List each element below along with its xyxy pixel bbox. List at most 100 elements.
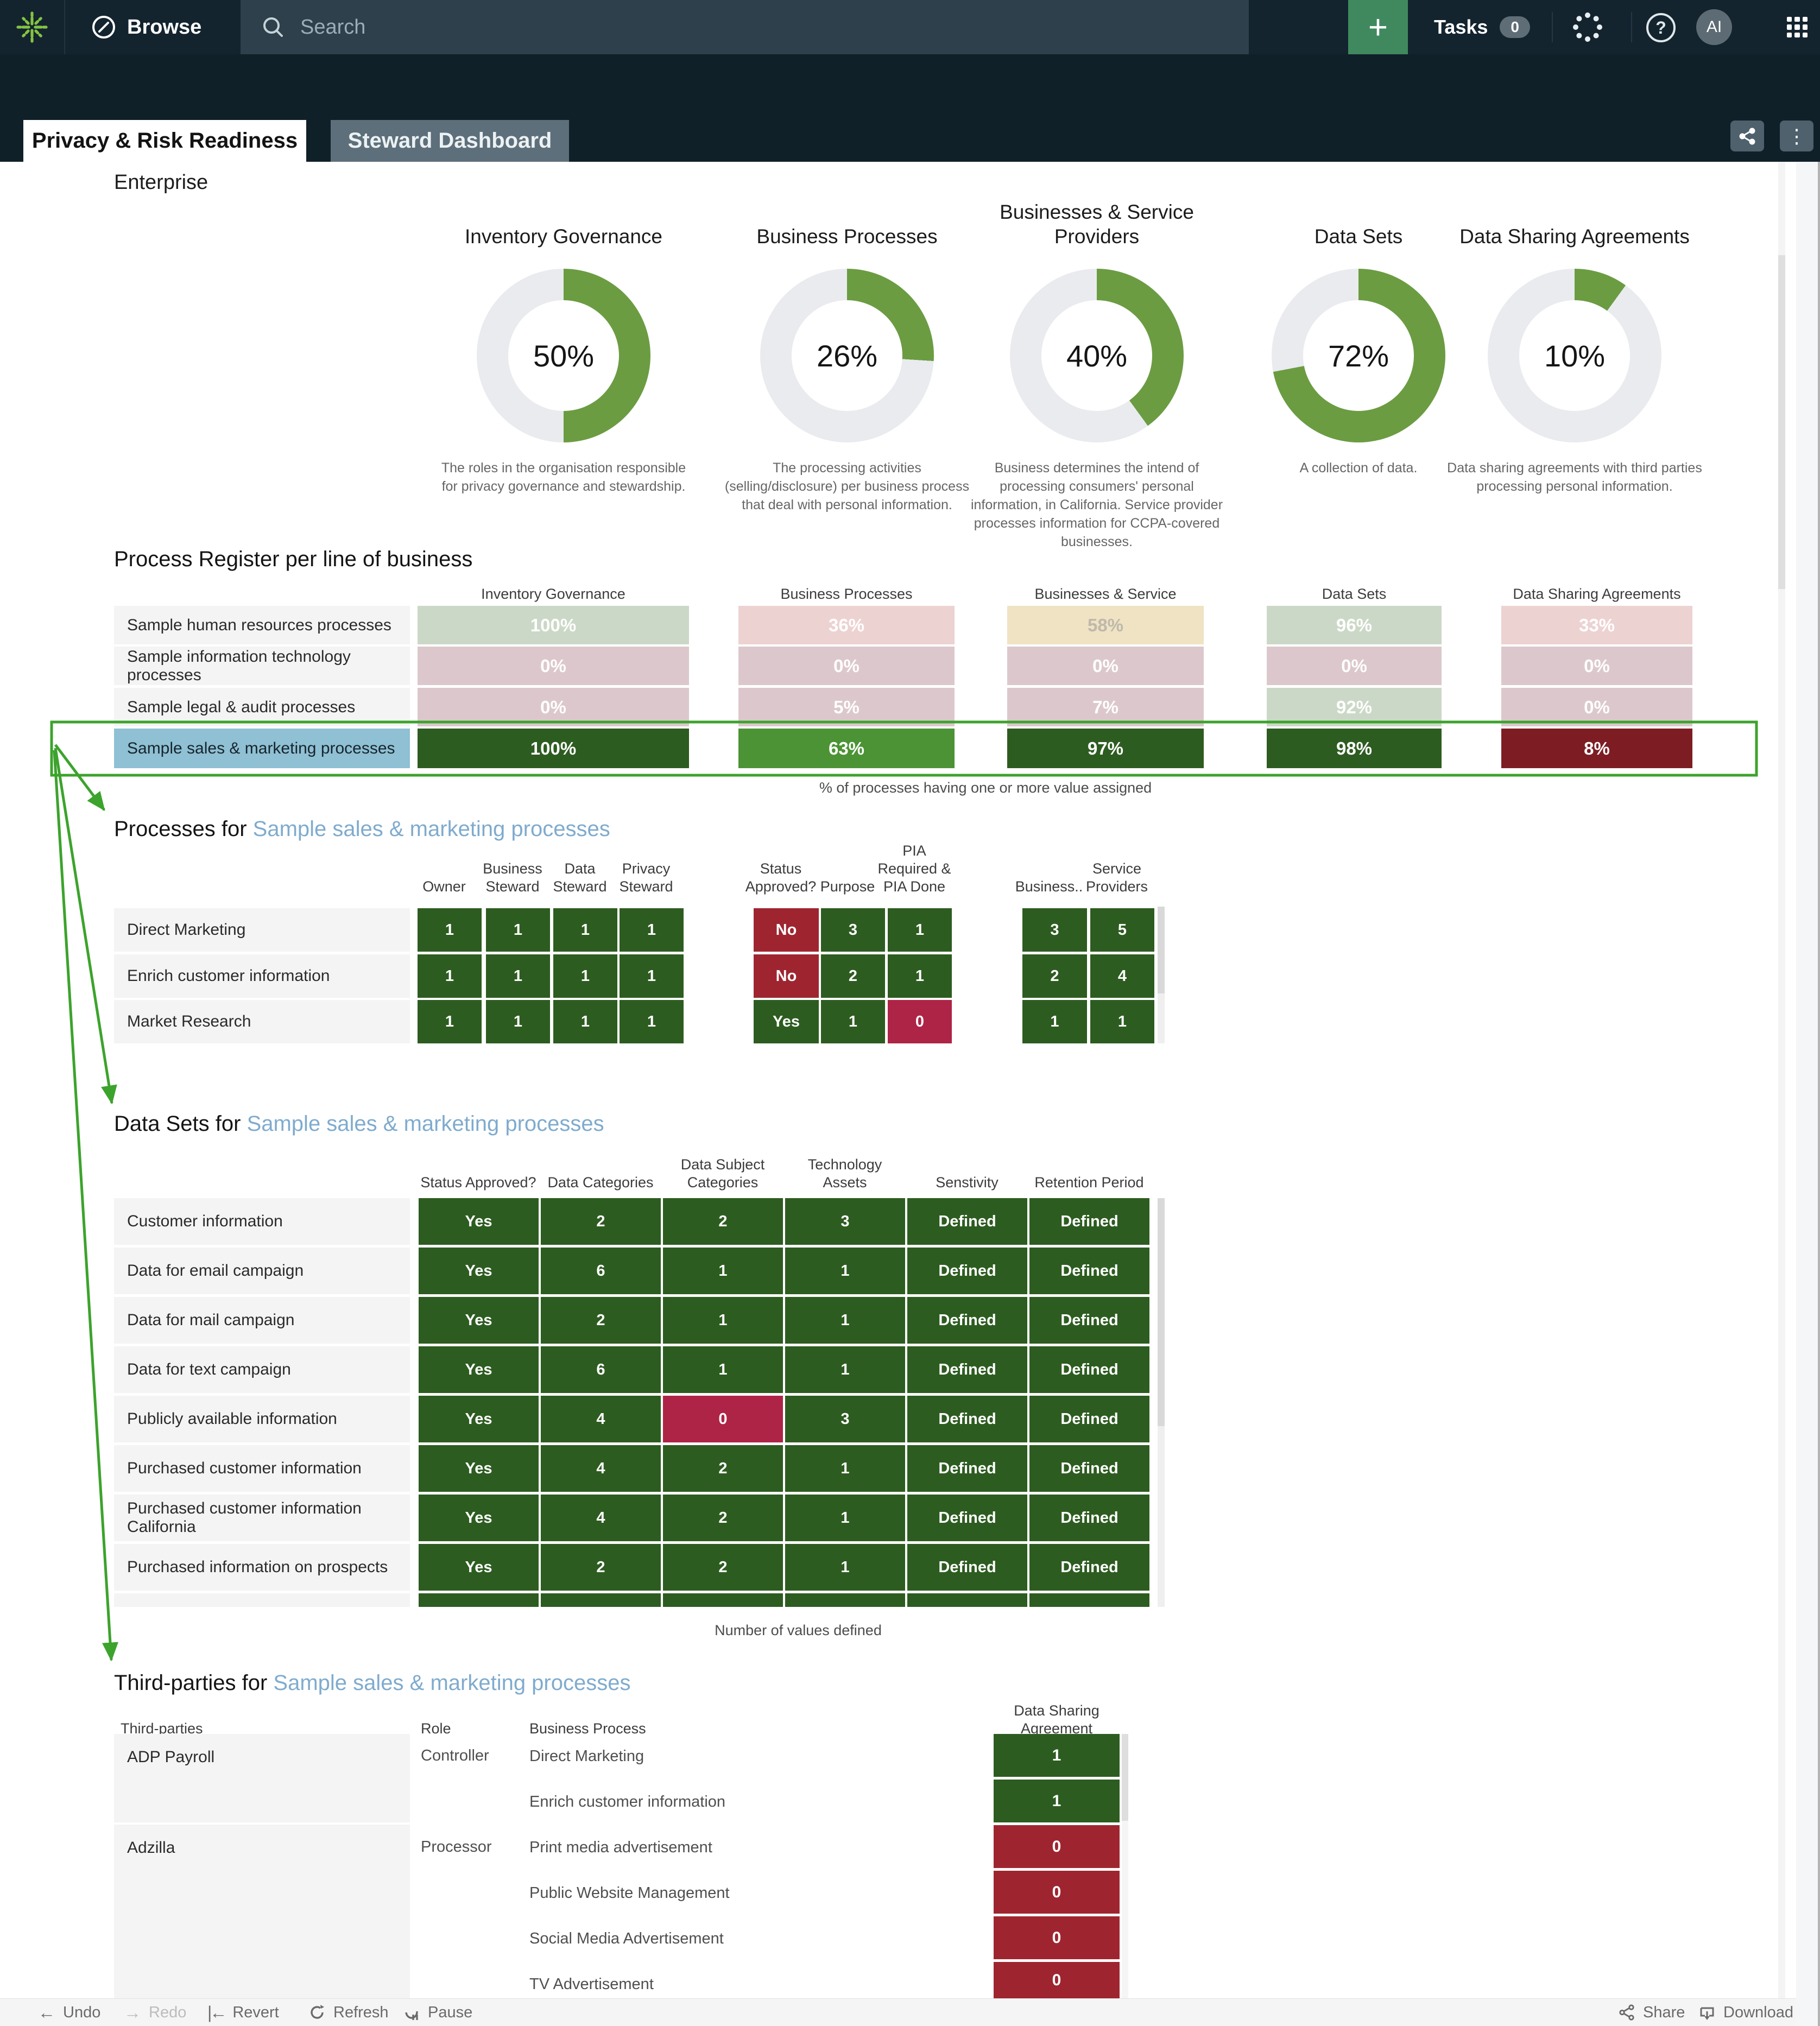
activity-spinner-icon[interactable] bbox=[1571, 11, 1604, 43]
register-row-selected[interactable]: Sample sales & marketing processes 100% … bbox=[114, 729, 1694, 768]
dataset-cell: Defined bbox=[907, 1396, 1027, 1442]
register-row[interactable]: Sample human resources processes 100% 36… bbox=[114, 606, 1694, 644]
dataset-row-partial bbox=[114, 1593, 1157, 1607]
selected-line-of-business-link[interactable]: Sample sales & marketing processes bbox=[252, 817, 610, 841]
register-cell: 0% bbox=[1501, 688, 1692, 726]
column-header: Retention Period bbox=[1034, 1174, 1144, 1191]
redo-icon: → bbox=[124, 2003, 141, 2022]
thirdparties-table-scrollbar[interactable] bbox=[1122, 1734, 1128, 1998]
pause-label: Pause bbox=[428, 2003, 473, 2021]
download-label: Download bbox=[1723, 2003, 1793, 2021]
share-dashboard-button[interactable] bbox=[1730, 121, 1764, 151]
download-button[interactable]: Download bbox=[1698, 1999, 1793, 2026]
dataset-row: Purchased customer information Californi… bbox=[114, 1495, 1157, 1541]
process-cell: Yes bbox=[754, 1000, 819, 1043]
avatar[interactable]: AI bbox=[1696, 9, 1732, 45]
dataset-cell: Yes bbox=[419, 1445, 539, 1492]
section-title-processes: Processes for Sample sales & marketing p… bbox=[114, 817, 610, 841]
dataset-cell: Yes bbox=[419, 1495, 539, 1541]
column-header: Privacy Steward bbox=[619, 860, 673, 895]
tab-label: Steward Dashboard bbox=[347, 129, 552, 153]
donut-percent: 50% bbox=[533, 338, 595, 373]
tasks-count-badge: 0 bbox=[1500, 16, 1530, 38]
dataset-cell bbox=[419, 1593, 539, 1607]
process-cell: 1 bbox=[620, 954, 684, 998]
business-process-value: TV Advertisement bbox=[529, 1976, 654, 1993]
process-cell: 1 bbox=[888, 954, 952, 998]
donut-caption: Business determines the intend of proces… bbox=[970, 460, 1223, 549]
selected-line-of-business-link[interactable]: Sample sales & marketing processes bbox=[273, 1671, 631, 1695]
dataset-cell: 6 bbox=[541, 1248, 661, 1294]
dsa-cell: 1 bbox=[994, 1734, 1120, 1777]
page-scrollbar[interactable] bbox=[1796, 162, 1820, 2026]
create-button[interactable]: + bbox=[1348, 0, 1408, 54]
help-icon[interactable]: ? bbox=[1646, 13, 1676, 42]
register-cell: 98% bbox=[1267, 729, 1442, 768]
dataset-cell: Defined bbox=[1029, 1495, 1149, 1541]
donut-percent: 26% bbox=[816, 338, 878, 373]
column-header: Data Steward bbox=[553, 860, 607, 895]
dataset-cell: Yes bbox=[419, 1198, 539, 1245]
collibra-logo[interactable] bbox=[0, 0, 65, 54]
process-cell: 2 bbox=[1022, 954, 1087, 998]
dataset-cell: 2 bbox=[663, 1544, 783, 1591]
avatar-initials: AI bbox=[1706, 18, 1722, 36]
dataset-cell: Defined bbox=[907, 1297, 1027, 1344]
column-header: Inventory Governance bbox=[481, 586, 625, 602]
pause-button[interactable]: Pause bbox=[403, 1999, 472, 2026]
donut-chart-businesses-service-providers bbox=[1010, 269, 1184, 442]
register-cell: 63% bbox=[738, 729, 955, 768]
undo-button[interactable]: ← Undo bbox=[38, 1999, 100, 2026]
dataset-row: Customer information Yes 2 2 3 Defined D… bbox=[114, 1198, 1157, 1245]
dataset-row: Purchased information on prospects Yes 2… bbox=[114, 1544, 1157, 1591]
process-cell: 5 bbox=[1090, 908, 1154, 952]
dataset-cell: Defined bbox=[1029, 1346, 1149, 1393]
dataset-cell: 2 bbox=[541, 1544, 661, 1591]
dataset-cell: Yes bbox=[419, 1396, 539, 1442]
column-header: Business Processes bbox=[780, 586, 913, 602]
section-title-data-sets: Data Sets for Sample sales & marketing p… bbox=[114, 1112, 604, 1136]
donut-title: Business Processes bbox=[756, 225, 938, 248]
process-cell: 4 bbox=[1090, 954, 1154, 998]
dataset-cell: 2 bbox=[663, 1198, 783, 1245]
topbar-divider bbox=[1631, 12, 1632, 42]
selected-line-of-business-link[interactable]: Sample sales & marketing processes bbox=[247, 1112, 604, 1136]
process-row: Enrich customer information 1 1 1 1 No 2… bbox=[114, 954, 1157, 998]
row-label: Publicly available information bbox=[114, 1396, 410, 1442]
refresh-button[interactable]: Refresh bbox=[308, 1999, 389, 2026]
tasks-menu[interactable]: Tasks 0 bbox=[1434, 0, 1530, 54]
more-options-button[interactable]: ⋮ bbox=[1780, 121, 1813, 151]
revert-button[interactable]: |← Revert bbox=[207, 1999, 279, 2026]
share-button[interactable]: Share bbox=[1618, 1999, 1685, 2026]
redo-button[interactable]: → Redo bbox=[124, 1999, 186, 2026]
tasks-label: Tasks bbox=[1434, 16, 1488, 38]
dataset-cell: Defined bbox=[907, 1248, 1027, 1294]
app-grid-icon[interactable] bbox=[1787, 17, 1808, 37]
business-process-value: Social Media Advertisement bbox=[529, 1930, 724, 1947]
donut-title: Data Sharing Agreements bbox=[1459, 225, 1690, 248]
row-label: Sample human resources processes bbox=[114, 606, 410, 644]
dataset-row: Publicly available information Yes 4 0 3… bbox=[114, 1396, 1157, 1442]
tab-steward-dashboard[interactable]: Steward Dashboard bbox=[331, 120, 569, 162]
row-label: Sample information technology processes bbox=[114, 647, 410, 685]
dataset-cell: Yes bbox=[419, 1297, 539, 1344]
donut-percent: 40% bbox=[1066, 338, 1128, 373]
register-row[interactable]: Sample information technology processes … bbox=[114, 647, 1694, 685]
row-label: Sample legal & audit processes bbox=[114, 688, 410, 726]
kebab-menu-icon: ⋮ bbox=[1787, 124, 1806, 147]
dsa-cell: 0 bbox=[994, 1825, 1120, 1868]
browse-menu[interactable]: Browse bbox=[64, 0, 241, 54]
tab-privacy-risk-readiness[interactable]: Privacy & Risk Readiness bbox=[23, 120, 306, 162]
dataset-cell: Defined bbox=[1029, 1544, 1149, 1591]
datasets-table-scrollbar[interactable] bbox=[1158, 1198, 1165, 1607]
donut-title: Data Sets bbox=[1314, 225, 1403, 248]
dashboard-panel-scrollbar[interactable] bbox=[1778, 162, 1785, 1998]
process-cell: 3 bbox=[1022, 908, 1087, 952]
processes-table-scrollbar[interactable] bbox=[1158, 907, 1165, 1043]
register-row[interactable]: Sample legal & audit processes 0% 5% 7% … bbox=[114, 688, 1694, 726]
donut-caption: Data sharing agreements with third parti… bbox=[1447, 460, 1702, 494]
search-input[interactable]: Search bbox=[241, 0, 1249, 54]
refresh-label: Refresh bbox=[333, 2003, 389, 2021]
column-header: Senstivity bbox=[936, 1174, 999, 1191]
